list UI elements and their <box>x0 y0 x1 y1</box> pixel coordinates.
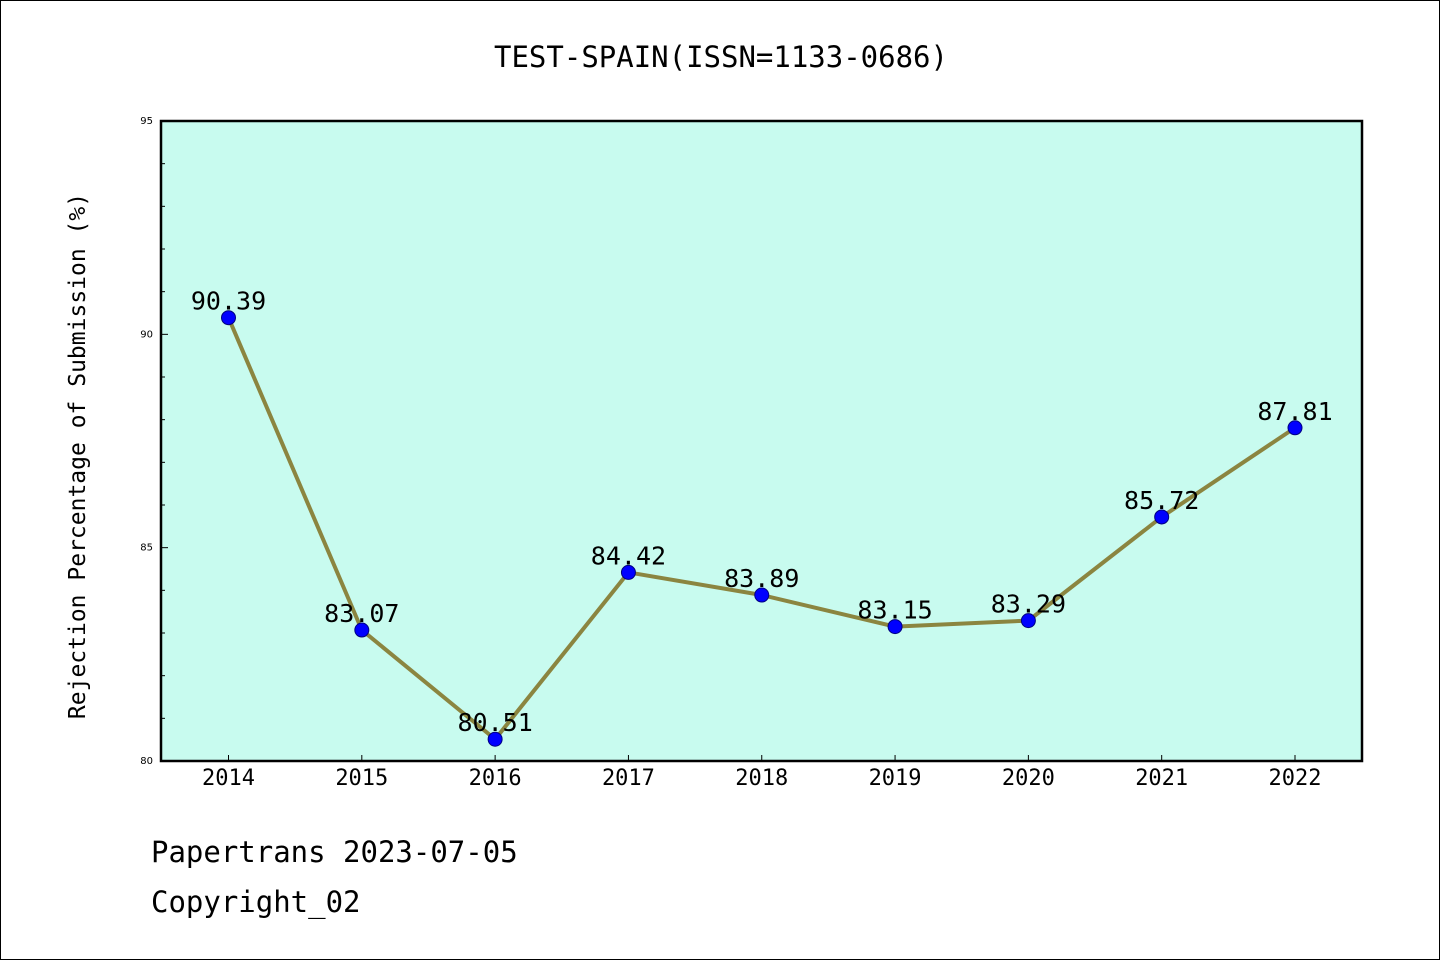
x-tick-label: 2015 <box>335 766 388 791</box>
x-tick-label: 2020 <box>1002 766 1055 791</box>
data-label: 84.42 <box>591 541 666 570</box>
data-point-marker <box>1154 509 1170 525</box>
y-tick-label: 95 <box>140 116 153 127</box>
data-label: 80.51 <box>457 708 532 737</box>
y-axis: 80 85 90 95 <box>140 116 168 767</box>
x-axis: 2014 2015 2016 2017 2018 2019 2020 2021 2022 <box>202 755 1321 791</box>
y-tick-label: 85 <box>140 543 153 554</box>
chart-title: TEST-SPAIN(ISSN=1133-0686) <box>494 40 948 74</box>
x-tick-label: 2021 <box>1135 766 1188 791</box>
series-group: 90.39 83.07 80.51 84.42 83.89 83.15 83.29 85.72… <box>191 287 1333 747</box>
data-point-marker <box>1020 613 1036 629</box>
data-point-marker <box>221 310 236 326</box>
data-label: 85.72 <box>1124 486 1199 515</box>
x-tick-label: 2018 <box>735 766 788 791</box>
plot-area <box>159 119 1364 763</box>
data-label: 90.39 <box>191 287 266 316</box>
data-label: 87.81 <box>1257 397 1332 426</box>
x-tick-label: 2016 <box>469 766 522 791</box>
x-tick-label: 2014 <box>202 766 255 791</box>
y-tick-label: 90 <box>140 329 153 340</box>
data-point-marker <box>354 622 370 638</box>
data-label: 83.07 <box>324 599 399 628</box>
footer-copyright-text: Copyright_02 <box>151 885 361 919</box>
x-tick-label: 2017 <box>602 766 655 791</box>
data-point-marker <box>887 619 903 635</box>
data-point-marker <box>487 731 503 747</box>
data-label: 83.29 <box>991 590 1066 619</box>
y-axis-label: Rejection Percentage of Submission (%) <box>65 193 91 719</box>
footer-date-text: Papertrans 2023-07-05 <box>151 835 518 869</box>
data-point-marker <box>754 587 770 603</box>
data-point-marker <box>1287 420 1303 436</box>
data-label: 83.15 <box>857 596 932 625</box>
data-label: 83.89 <box>724 564 799 593</box>
x-tick-label: 2019 <box>869 766 922 791</box>
y-tick-label: 80 <box>140 756 153 767</box>
x-tick-label: 2022 <box>1269 766 1322 791</box>
data-point-marker <box>620 564 636 580</box>
